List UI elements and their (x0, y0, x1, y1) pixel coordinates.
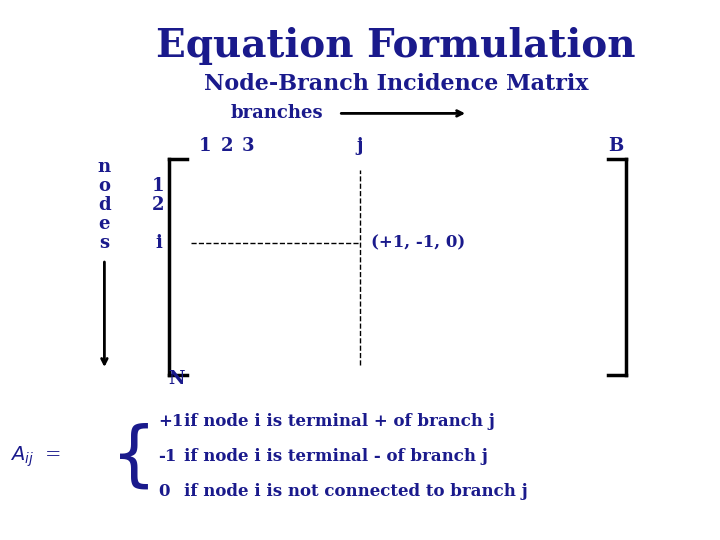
Text: s: s (99, 234, 109, 252)
Text: 1: 1 (152, 177, 165, 195)
Text: n: n (98, 158, 111, 177)
Text: branches: branches (230, 104, 323, 123)
Text: Equation Formulation: Equation Formulation (156, 27, 636, 65)
Text: $A_{ij}$  =: $A_{ij}$ = (10, 444, 62, 469)
Text: 2: 2 (152, 196, 165, 214)
Text: N: N (168, 370, 184, 388)
Text: i: i (155, 234, 162, 252)
Text: 2: 2 (220, 137, 233, 155)
Text: d: d (98, 196, 111, 214)
Text: (+1, -1, 0): (+1, -1, 0) (371, 234, 465, 252)
Text: 0: 0 (158, 483, 170, 500)
Text: 3: 3 (242, 137, 255, 155)
Text: $\{$: $\{$ (110, 421, 149, 491)
Text: if node i is not connected to branch j: if node i is not connected to branch j (184, 483, 527, 500)
Text: if node i is terminal + of branch j: if node i is terminal + of branch j (184, 413, 495, 430)
Text: Node-Branch Incidence Matrix: Node-Branch Incidence Matrix (204, 73, 588, 95)
Text: 1: 1 (199, 137, 212, 155)
Text: +1: +1 (158, 413, 184, 430)
Text: j: j (356, 137, 364, 155)
Text: B: B (608, 137, 624, 155)
Text: o: o (99, 177, 110, 195)
Text: -1: -1 (158, 448, 177, 465)
Text: e: e (99, 215, 110, 233)
Text: if node i is terminal - of branch j: if node i is terminal - of branch j (184, 448, 487, 465)
